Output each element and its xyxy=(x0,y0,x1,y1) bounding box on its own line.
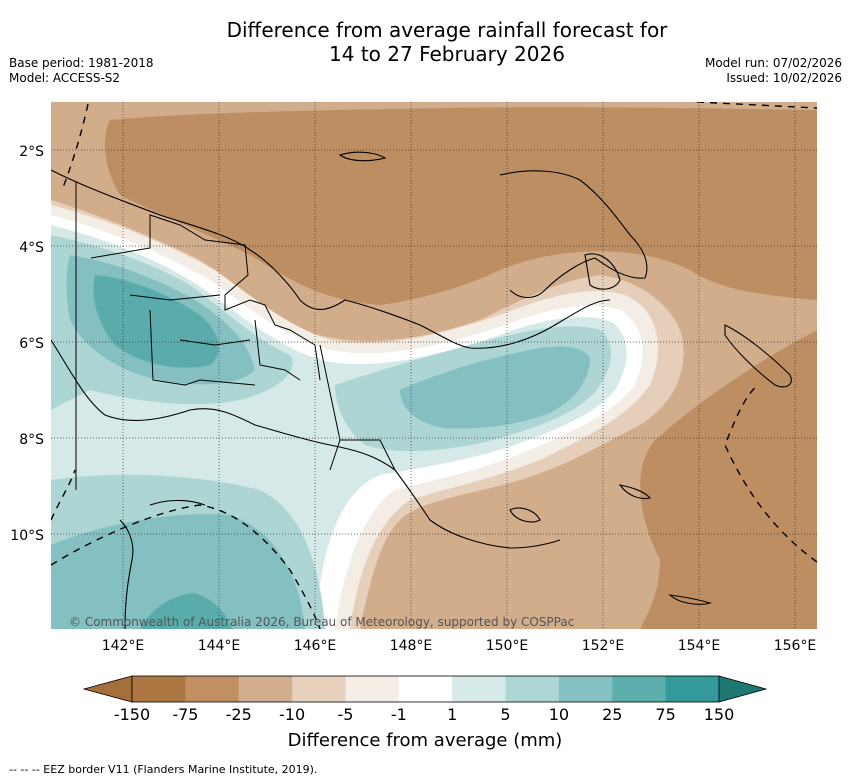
coastline-islands-east xyxy=(618,484,652,500)
eez-borders xyxy=(51,102,817,629)
zone-dry-75-southeast xyxy=(640,330,817,629)
colorbar-frame xyxy=(131,675,720,703)
zone-wet-south-25 xyxy=(140,593,232,629)
border-province-inner-4 xyxy=(329,439,341,471)
colorbar-segment xyxy=(238,676,293,702)
coastline-dentrecasteaux xyxy=(509,507,541,523)
lon-label-154e: 154°E xyxy=(678,638,721,654)
colorbar-title: Difference from average (mm) xyxy=(287,730,563,751)
colorbar-extend-low xyxy=(82,675,133,703)
border-province-inner-1 xyxy=(129,294,256,386)
colorbar-segment xyxy=(292,676,346,702)
lon-label-146e: 146°E xyxy=(294,638,337,654)
colorbar-extend-high xyxy=(718,675,768,703)
colorbar-segment xyxy=(132,676,186,702)
zone-dry-75-north xyxy=(104,107,817,305)
colorbar xyxy=(82,675,768,703)
cb-label: 25 xyxy=(602,705,622,724)
eez-line-southwest xyxy=(51,469,76,521)
colorbar-segment xyxy=(505,676,560,702)
coastline-new-guinea-south xyxy=(51,339,561,549)
cb-label: 75 xyxy=(655,705,675,724)
title-line-1: Difference from average rainfall forecas… xyxy=(226,18,668,42)
colorbar-segment xyxy=(398,676,453,702)
lat-label-10s: 10°S xyxy=(10,528,44,544)
border-province-inner-2 xyxy=(179,319,301,381)
colorbar-segment xyxy=(558,676,613,702)
lon-labels: 142°E 144°E 146°E 148°E 150°E 152°E 154°… xyxy=(102,638,817,654)
coastline-gulf xyxy=(149,499,206,506)
lat-label-2s: 2°S xyxy=(19,144,44,160)
base-period: Base period: 1981-2018 xyxy=(9,56,154,70)
lat-label-8s: 8°S xyxy=(19,432,44,448)
zone-wet-10 xyxy=(66,255,591,429)
footnote: -- -- -- EEZ border V11 (Flanders Marine… xyxy=(9,763,318,776)
cb-label: -75 xyxy=(172,705,198,724)
coastline-islands-southeast xyxy=(668,594,712,605)
colorbar-segment xyxy=(452,676,507,702)
lon-label-150e: 150°E xyxy=(486,638,529,654)
eez-line-west xyxy=(61,103,89,191)
zone-wet-south-10 xyxy=(51,514,305,629)
cb-label: -10 xyxy=(279,705,305,724)
coastlines xyxy=(51,151,792,629)
title-line-2: 14 to 27 February 2026 xyxy=(329,42,565,66)
colorbar-segments xyxy=(132,676,720,702)
coastline-new-ireland xyxy=(584,253,621,290)
coastline-bougainville xyxy=(724,324,792,388)
cb-label: -25 xyxy=(226,705,252,724)
model-name: Model: ACCESS-S2 xyxy=(9,71,121,85)
lon-label-148e: 148°E xyxy=(390,638,433,654)
border-province-inner-3 xyxy=(319,344,396,471)
coastline-manus xyxy=(338,151,387,162)
issued-date: Issued: 10/02/2026 xyxy=(726,71,842,85)
colorbar-segment xyxy=(185,676,240,702)
cb-label: -1 xyxy=(391,705,407,724)
cb-label: 150 xyxy=(704,705,735,724)
meta-right: Model run: 07/02/2026 Issued: 10/02/2026 xyxy=(705,56,842,86)
zone-wet-25 xyxy=(93,275,219,368)
lon-label-152e: 152°E xyxy=(582,638,625,654)
colorbar-labels: -150 -75 -25 -10 -5 -1 1 5 10 25 75 150 xyxy=(114,705,734,724)
lat-label-4s: 4°S xyxy=(19,240,44,256)
eez-line-east xyxy=(724,384,817,563)
chart-title: Difference from average rainfall forecas… xyxy=(0,18,850,66)
eez-line-south xyxy=(51,504,321,629)
lon-label-142e: 142°E xyxy=(102,638,145,654)
meta-left: Base period: 1981-2018 Model: ACCESS-S2 xyxy=(9,56,154,86)
colorbar-segment xyxy=(665,676,720,702)
copyright-text: © Commonwealth of Australia 2026, Bureau… xyxy=(69,615,574,629)
coastline-cape-york xyxy=(119,519,134,629)
coastline-new-guinea-north xyxy=(51,169,611,349)
cb-label: -150 xyxy=(114,705,150,724)
colorbar-segment xyxy=(345,676,400,702)
cb-label: -5 xyxy=(338,705,354,724)
lat-label-6s: 6°S xyxy=(19,336,44,352)
coastline-new-britain xyxy=(499,170,648,299)
cb-label: 1 xyxy=(447,705,457,724)
borders xyxy=(75,182,396,490)
graticule xyxy=(51,102,817,629)
colorbar-segment xyxy=(612,676,667,702)
model-run: Model run: 07/02/2026 xyxy=(704,56,842,70)
lon-label-156e: 156°E xyxy=(774,638,817,654)
lat-labels: 2°S 4°S 6°S 8°S 10°S xyxy=(10,144,44,544)
forecast-field xyxy=(51,102,817,629)
cb-label: 10 xyxy=(549,705,569,724)
border-province-west xyxy=(90,214,321,381)
cb-label: 5 xyxy=(500,705,510,724)
lon-label-144e: 144°E xyxy=(198,638,241,654)
